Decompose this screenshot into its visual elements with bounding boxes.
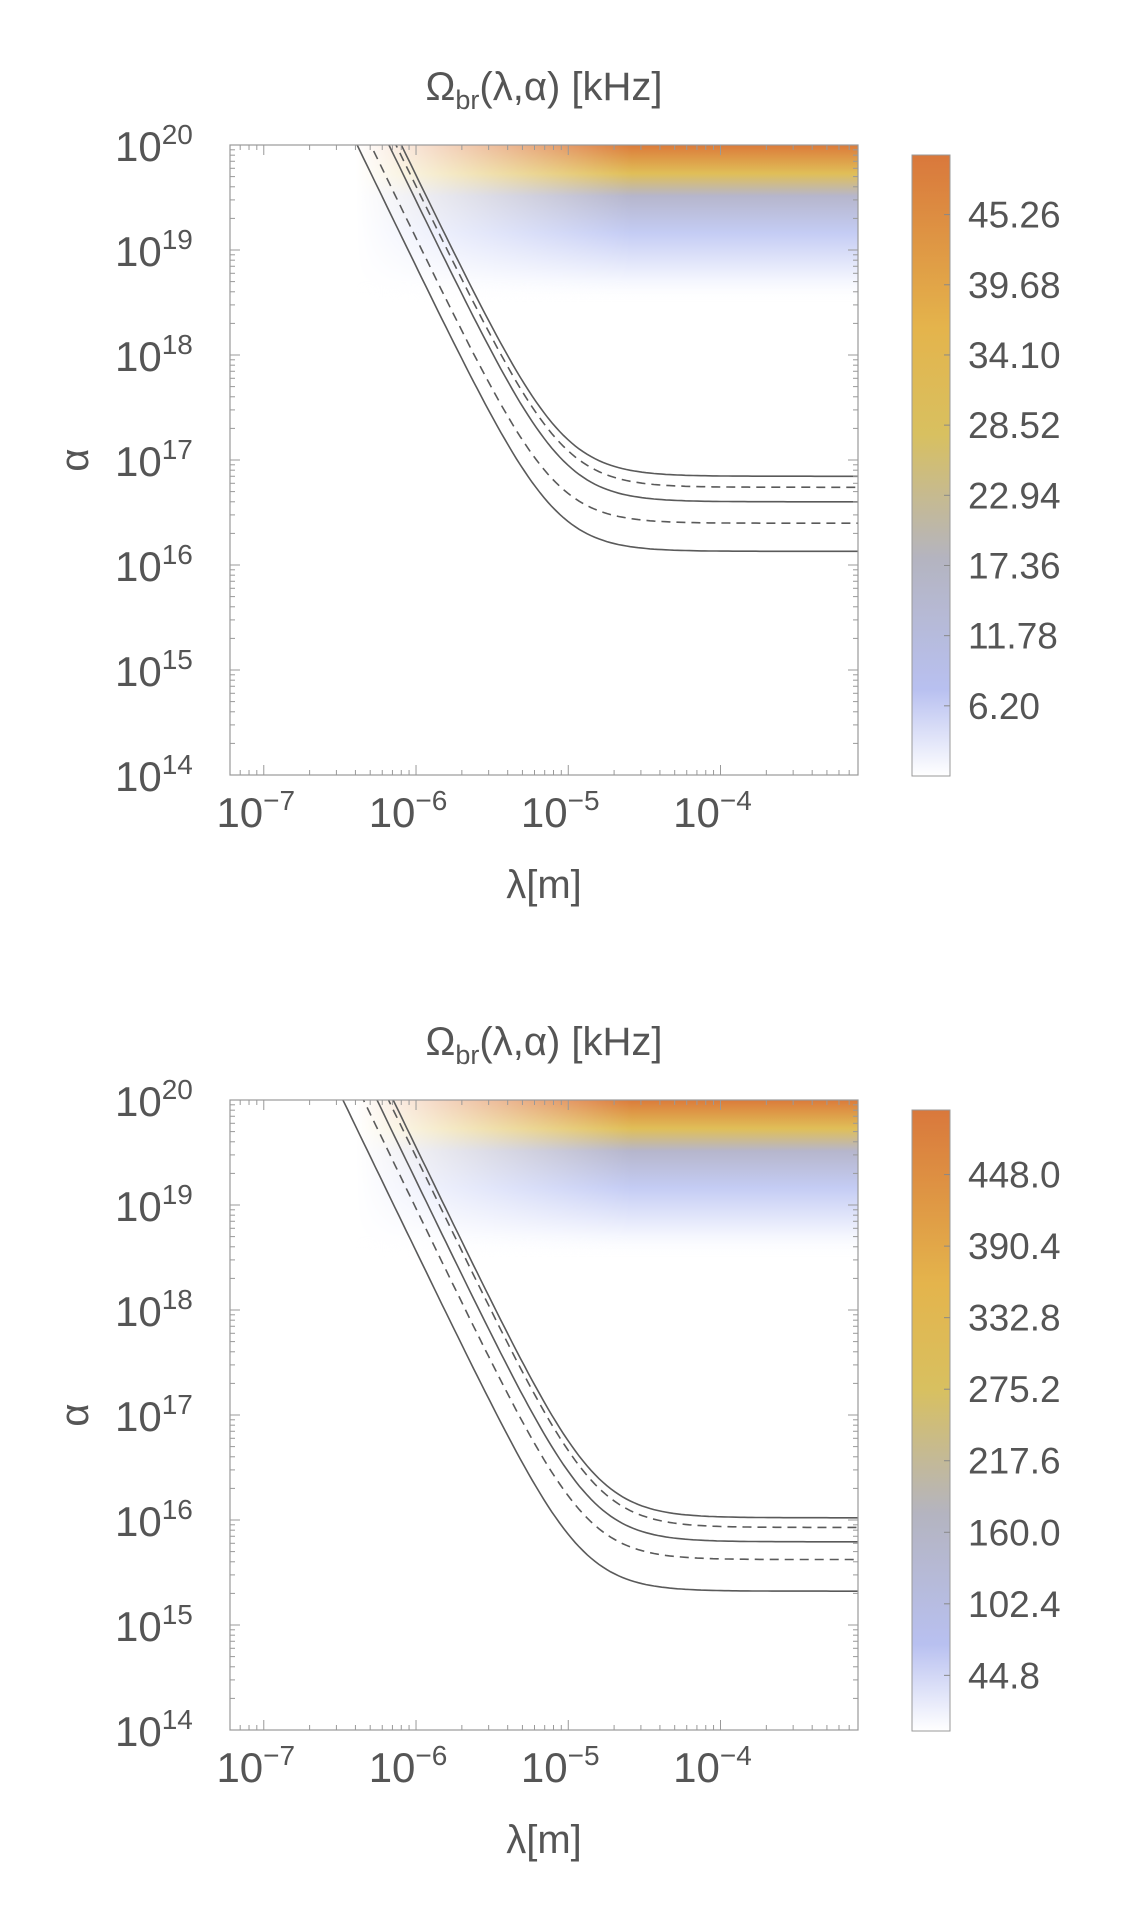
y-axis-label: α [53,1403,97,1426]
x-tick-label: 10−6 [369,785,448,836]
contour-curve-4 [369,145,858,524]
contour-curve-1 [392,1100,858,1519]
x-axis: 10−7 10−6 10−5 10−4 [216,1100,859,1791]
colorbar-tick-label: 102.4 [968,1584,1061,1625]
y-tick-label: 1018 [115,1284,193,1335]
colorbar-gradient [911,1109,951,1732]
colorbar-tick-label: 217.6 [968,1441,1061,1482]
chart-panel-top: 10−7 10−6 10−5 10−4 1020 1019 1018 1017 1016 1015… [0,0,1139,960]
y-tick-label: 1017 [115,434,193,485]
x-tick-label: 10−6 [369,1740,448,1791]
contour-curve-3 [376,1100,858,1543]
colorbar-tick-label: 11.78 [968,616,1058,657]
density-plot-top: 10−7 10−6 10−5 10−4 1020 1019 1018 1017 1016 1015… [53,65,1061,907]
y-tick-label: 1020 [115,119,193,170]
density-fill [355,145,858,305]
contour-curve-5 [342,1100,858,1592]
colorbar-tick-label: 45.26 [968,195,1061,236]
density-fill [355,1100,858,1260]
contour-curve-2 [395,145,858,489]
colorbar-tick-label: 390.4 [968,1226,1061,1267]
colorbar-tick-label: 28.52 [968,405,1061,446]
colorbar-tick-label: 39.68 [968,265,1061,306]
plot-area [230,1100,858,1730]
y-tick-label: 1017 [115,1389,193,1440]
colorbar-tick-label: 44.8 [968,1655,1040,1696]
y-axis: 1020 1019 1018 1017 1016 1015 1014 [115,1074,858,1755]
colorbar: 44.8 102.4 160.0 217.6 275.2 332.8 390.4 448.0 [911,1109,1061,1732]
colorbar-tick-label: 332.8 [968,1298,1061,1339]
y-tick-label: 1014 [115,749,193,800]
colorbar-tick-label: 17.36 [968,545,1061,586]
colorbar-gradient [911,154,951,777]
density-plot-bottom: 10−7 10−6 10−5 10−4 1020 1019 1018 1017 1016 1015… [53,1020,1061,1862]
colorbar: 6.20 11.78 17.36 22.94 28.52 34.10 39.68 45.26 [911,154,1061,777]
y-tick-label: 1016 [115,539,193,590]
x-axis-label: λ[m] [506,863,582,907]
y-tick-label: 1016 [115,1494,193,1545]
y-tick-label: 1019 [115,224,193,275]
x-tick-label: 10−4 [673,1740,752,1791]
contour-curve-4 [362,1100,858,1561]
x-tick-label: 10−5 [521,785,600,836]
colorbar-tick-label: 34.10 [968,335,1061,376]
plot-area [230,145,858,775]
x-axis-label: λ[m] [506,1818,582,1862]
colorbar-tick-label: 22.94 [968,475,1061,516]
x-tick-label: 10−5 [521,1740,600,1791]
contour-curve-3 [388,145,858,503]
colorbar-tick-label: 275.2 [968,1369,1061,1410]
y-axis: 1020 1019 1018 1017 1016 1015 1014 [115,119,858,800]
colorbar-tick-label: 6.20 [968,686,1040,727]
y-tick-label: 1014 [115,1704,193,1755]
y-tick-label: 1015 [115,644,193,695]
y-tick-label: 1018 [115,329,193,380]
chart-title: Ωbr(λ,α) [kHz] [425,65,662,115]
y-tick-label: 1015 [115,1599,193,1650]
x-tick-label: 10−7 [216,785,295,836]
contour-curve-5 [356,145,858,553]
chart-title: Ωbr(λ,α) [kHz] [425,1020,662,1070]
x-axis: 10−7 10−6 10−5 10−4 [216,145,859,836]
x-tick-label: 10−4 [673,785,752,836]
y-axis-label: α [53,448,97,471]
contour-curve-1 [400,145,858,478]
contour-curve-2 [387,1100,858,1529]
y-tick-label: 1019 [115,1179,193,1230]
colorbar-tick-label: 448.0 [968,1155,1061,1196]
y-tick-label: 1020 [115,1074,193,1125]
colorbar-tick-label: 160.0 [968,1512,1061,1553]
x-tick-label: 10−7 [216,1740,295,1791]
chart-panel-bottom: 10−7 10−6 10−5 10−4 1020 1019 1018 1017 1016 1015… [0,955,1139,1915]
